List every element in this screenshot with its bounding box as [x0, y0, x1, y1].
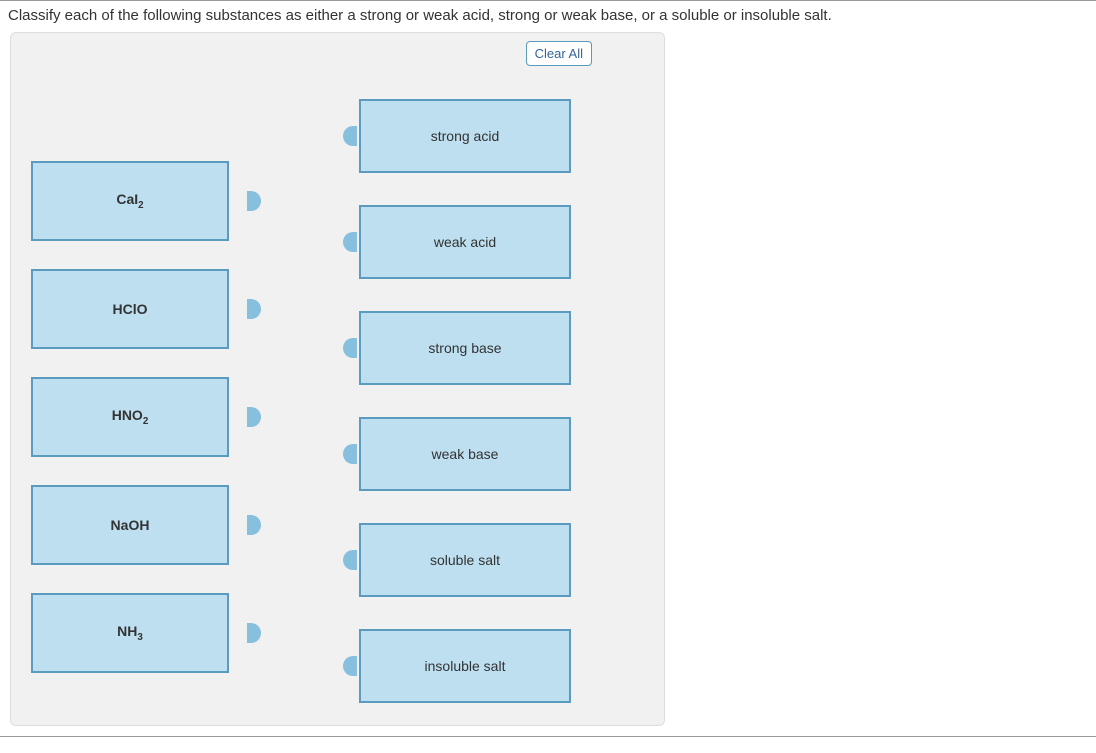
connector-right-icon[interactable]	[247, 191, 261, 211]
question-text: Classify each of the following substance…	[0, 1, 1096, 28]
connector-right-icon[interactable]	[247, 299, 261, 319]
matching-panel: Clear All CaI2 HClO HNO2 NaOH NH3	[10, 32, 665, 726]
category-label: weak base	[432, 446, 499, 462]
category-card[interactable]: weak acid	[359, 205, 571, 279]
categories-column: strong acid weak acid strong base weak b…	[359, 99, 589, 735]
substances-column: CaI2 HClO HNO2 NaOH NH3	[31, 161, 261, 701]
connector-left-icon[interactable]	[343, 444, 357, 464]
connector-right-icon[interactable]	[247, 515, 261, 535]
category-card[interactable]: weak base	[359, 417, 571, 491]
connector-right-icon[interactable]	[247, 407, 261, 427]
category-label: soluble salt	[430, 552, 500, 568]
connector-right-icon[interactable]	[247, 623, 261, 643]
category-label: strong acid	[431, 128, 499, 144]
category-card[interactable]: strong base	[359, 311, 571, 385]
substance-formula: HClO	[113, 301, 148, 317]
category-card[interactable]: soluble salt	[359, 523, 571, 597]
substance-card[interactable]: HNO2	[31, 377, 229, 457]
connector-left-icon[interactable]	[343, 656, 357, 676]
category-label: weak acid	[434, 234, 496, 250]
category-label: strong base	[428, 340, 501, 356]
category-card[interactable]: insoluble salt	[359, 629, 571, 703]
substance-formula: CaI2	[116, 191, 143, 211]
substance-card[interactable]: CaI2	[31, 161, 229, 241]
connector-left-icon[interactable]	[343, 550, 357, 570]
category-card[interactable]: strong acid	[359, 99, 571, 173]
substance-formula: HNO2	[112, 407, 149, 427]
substance-formula: NH3	[117, 623, 143, 643]
substance-card[interactable]: HClO	[31, 269, 229, 349]
connector-left-icon[interactable]	[343, 338, 357, 358]
connector-left-icon[interactable]	[343, 232, 357, 252]
substance-card[interactable]: NH3	[31, 593, 229, 673]
connector-left-icon[interactable]	[343, 126, 357, 146]
exercise-page: Classify each of the following substance…	[0, 0, 1096, 737]
substance-formula: NaOH	[111, 517, 150, 533]
category-label: insoluble salt	[425, 658, 506, 674]
substance-card[interactable]: NaOH	[31, 485, 229, 565]
clear-all-button[interactable]: Clear All	[526, 41, 592, 66]
